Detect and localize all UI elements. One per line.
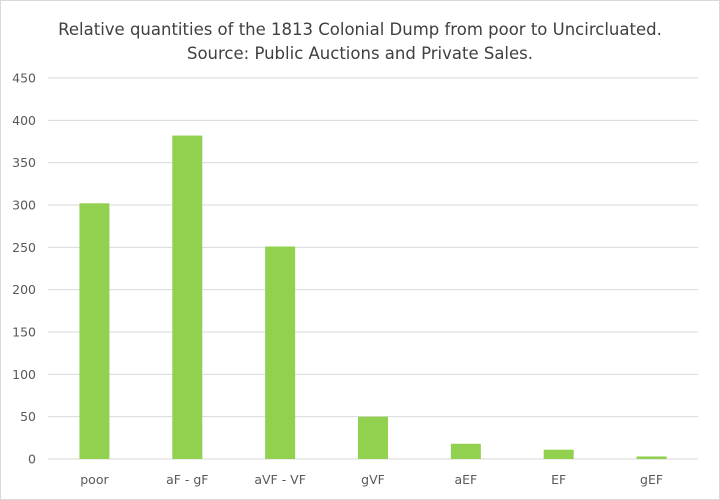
bar-af-gf xyxy=(172,135,203,459)
y-tick-label: 450 xyxy=(12,71,36,86)
x-tick-label: poor xyxy=(80,472,109,487)
x-axis-tick-labels: poor aF - gF aVF - VF gVF aEF EF gEF xyxy=(80,472,663,487)
bar-gef xyxy=(636,456,667,459)
x-tick-label: gVF xyxy=(361,472,385,487)
x-tick-label: aVF - VF xyxy=(254,472,306,487)
bar-avf-vf xyxy=(265,246,296,459)
y-tick-label: 150 xyxy=(12,325,36,340)
chart-title: Relative quantities of the 1813 Colonial… xyxy=(58,20,662,39)
x-tick-label: gEF xyxy=(640,472,663,487)
y-tick-label: 250 xyxy=(12,240,36,255)
bar-gvf xyxy=(358,416,388,459)
y-axis-tick-labels: 0 50 100 150 200 250 300 350 400 450 xyxy=(12,71,36,467)
y-tick-label: 300 xyxy=(12,198,36,213)
bars xyxy=(79,135,667,459)
y-tick-label: 350 xyxy=(12,155,36,170)
bar-aef xyxy=(450,443,481,459)
y-tick-label: 0 xyxy=(28,452,36,467)
y-tick-label: 400 xyxy=(12,113,36,128)
y-tick-label: 100 xyxy=(12,367,36,382)
y-tick-label: 200 xyxy=(12,282,36,297)
x-tick-label: aEF xyxy=(454,472,477,487)
y-tick-label: 50 xyxy=(20,409,36,424)
chart-subtitle: Source: Public Auctions and Private Sale… xyxy=(186,44,534,63)
bar-ef xyxy=(543,449,574,459)
gridlines xyxy=(48,77,698,460)
x-tick-label: aF - gF xyxy=(166,472,208,487)
x-tick-label: EF xyxy=(551,472,566,487)
chart-title-block: Relative quantities of the 1813 Colonial… xyxy=(0,18,720,66)
bar-poor xyxy=(79,203,110,459)
